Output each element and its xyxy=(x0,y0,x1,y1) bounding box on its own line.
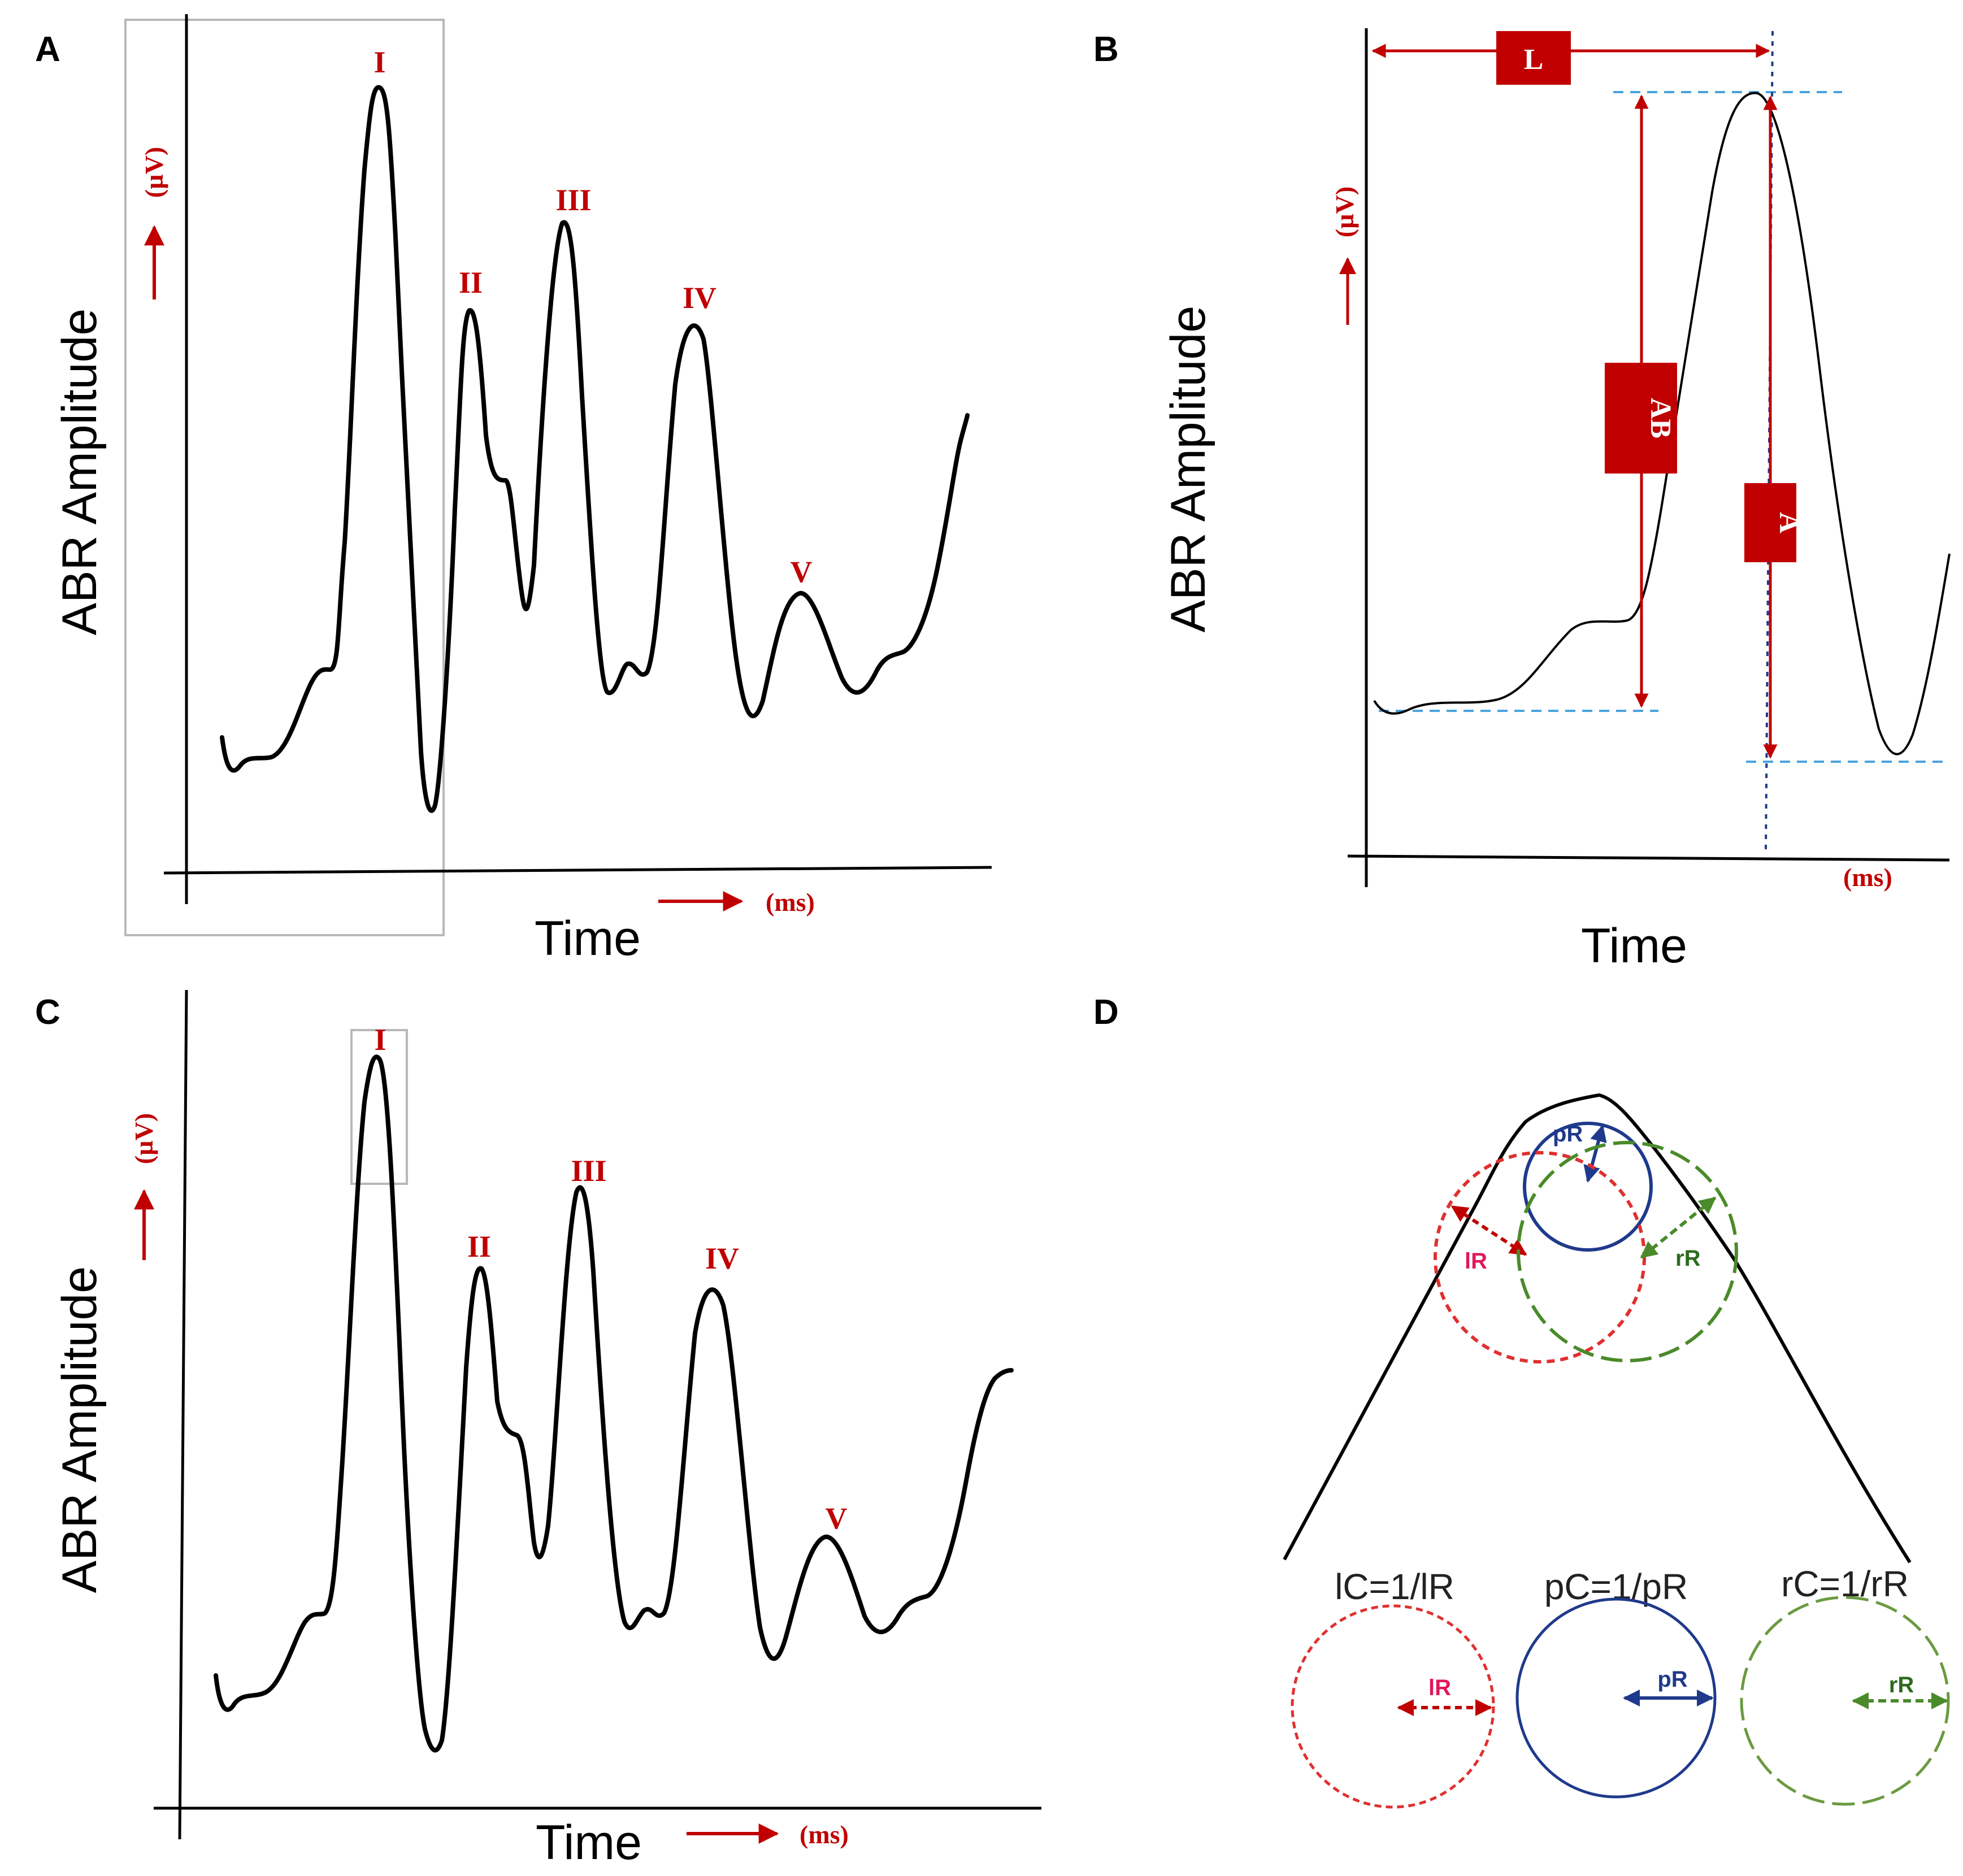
panel-d-p-circle xyxy=(1523,1122,1653,1252)
panel-c-y-axis-title: ABR Amplitude xyxy=(53,1266,107,1593)
panel-d-legend-r-circle xyxy=(1740,1596,1950,1806)
panel-c-y-unit: (µV) xyxy=(129,1113,158,1164)
panel-c-peak-label-ii: II xyxy=(467,1230,491,1263)
panel-a-x-axis xyxy=(163,866,992,875)
panel-b-y-unit: (µV) xyxy=(1330,186,1359,237)
panel-a-peak-label-v: V xyxy=(791,555,813,589)
panel-d-legend-l-circle xyxy=(1291,1604,1495,1809)
panel-d-lr-arrow xyxy=(1450,1205,1527,1256)
panel-a-y-unit: (µV) xyxy=(140,147,168,198)
panel-b-ab-label: AB xyxy=(1644,398,1677,438)
panel-c-x-axis-title: Time xyxy=(536,1816,642,1870)
panel-a: A I II III IV V ABR Amplitude (µV) Time … xyxy=(35,14,992,966)
panel-d-peak-outline xyxy=(1283,1093,1912,1564)
panel-d-legend-lr-label: lR xyxy=(1428,1675,1451,1700)
panel-d-legend-p-circle xyxy=(1515,1597,1717,1799)
panel-c-peak-label-iv: IV xyxy=(705,1241,739,1275)
panel-d: D pR lR rR lC=1/lR pC=1/pR rC=1/rR lR pR… xyxy=(1093,993,1950,1809)
panel-d-rr-label: rR xyxy=(1675,1246,1701,1271)
panel-c-peak-label-i: I xyxy=(374,1023,386,1057)
panel-c-abr-waveform xyxy=(214,1054,1014,1753)
panel-b: B L AB A ABR Amplitude (µV) Time (ms) xyxy=(1093,28,1951,973)
panel-b-y-axis-title: ABR Amplitude xyxy=(1161,306,1215,632)
panel-b-abr-waveform xyxy=(1373,92,1951,755)
panel-b-x-unit: (ms) xyxy=(1843,863,1892,892)
panel-d-legend-rr-label: rR xyxy=(1889,1673,1914,1697)
panel-b-a-box xyxy=(1744,483,1796,562)
panel-c: C I II III IV V ABR Amplitude (µV) Time … xyxy=(35,989,1041,1870)
panel-a-abr-waveform xyxy=(220,85,970,813)
panel-a-peak-label-iii: III xyxy=(555,183,591,217)
panel-a-peak-label-iv: IV xyxy=(683,281,716,315)
panel-b-latency-box xyxy=(1496,31,1571,85)
panel-d-pr-label: pR xyxy=(1553,1122,1583,1147)
panel-d-r-circle xyxy=(1517,1141,1738,1362)
panel-d-rr-arrow xyxy=(1640,1196,1717,1259)
panel-c-x-unit: (ms) xyxy=(800,1820,849,1849)
panel-a-x-axis-title: Time xyxy=(535,911,641,966)
panel-b-a-label: A xyxy=(1773,512,1805,533)
panel-d-pr-arrow xyxy=(1583,1124,1607,1183)
panel-b-x-axis xyxy=(1347,854,1950,862)
panel-a-peak-label-i: I xyxy=(374,45,385,79)
panel-d-lr-label: lR xyxy=(1465,1249,1487,1274)
panel-b-latency-label: L xyxy=(1524,44,1544,76)
panel-c-peak-i-highlight-box xyxy=(350,1029,408,1185)
panel-c-peak-label-iii: III xyxy=(571,1154,606,1188)
panel-d-rc-formula: rC=1/rR xyxy=(1781,1564,1909,1604)
panel-b-x-axis-title: Time xyxy=(1581,919,1687,973)
panel-a-peak-label-ii: II xyxy=(459,266,483,299)
panel-d-pc-formula: pC=1/pR xyxy=(1544,1566,1688,1607)
panel-c-letter: C xyxy=(35,993,60,1032)
panel-c-peak-label-v: V xyxy=(826,1501,848,1535)
panel-a-letter: A xyxy=(35,30,60,69)
panel-a-peak-i-highlight-box xyxy=(124,19,445,936)
panel-d-legend-pr-label: pR xyxy=(1657,1667,1687,1692)
panel-a-x-unit: (ms) xyxy=(766,888,815,917)
panel-b-letter: B xyxy=(1093,30,1119,69)
panel-a-y-axis-title: ABR Amplitude xyxy=(53,309,107,635)
panel-b-ab-box xyxy=(1605,363,1677,474)
panel-c-y-axis xyxy=(178,989,188,1840)
panel-d-lc-formula: lC=1/lR xyxy=(1335,1566,1454,1607)
panel-d-letter: D xyxy=(1093,993,1119,1032)
